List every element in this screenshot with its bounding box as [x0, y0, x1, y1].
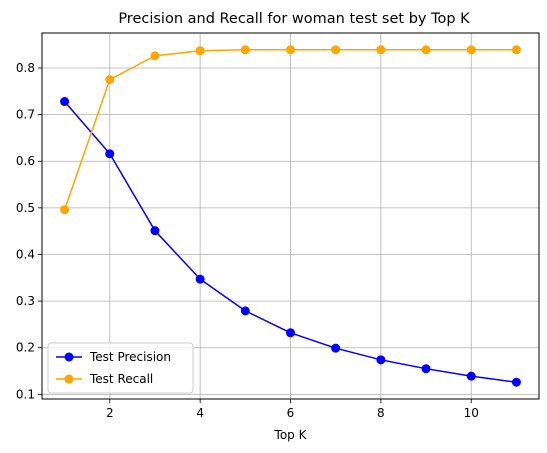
chart-title: Precision and Recall for woman test set … — [118, 11, 470, 27]
series-1 — [60, 45, 521, 215]
data-point — [60, 205, 70, 215]
y-tick-label: 0.2 — [16, 341, 35, 355]
x-tick-label: 8 — [377, 406, 385, 420]
legend-item: Test Recall — [56, 372, 153, 386]
data-point — [195, 274, 205, 284]
series-0 — [60, 97, 521, 387]
legend-label: Test Recall — [89, 372, 153, 386]
y-tick-label: 0.5 — [16, 201, 35, 215]
legend-marker — [64, 352, 74, 362]
data-point — [150, 51, 160, 61]
data-point — [150, 226, 160, 236]
legend: Test Precision Test Recall — [47, 342, 194, 394]
data-point — [105, 149, 115, 159]
legend-label: Test Precision — [89, 350, 171, 364]
data-point — [195, 46, 205, 56]
data-point — [105, 75, 115, 85]
y-tick-label: 0.4 — [16, 247, 35, 261]
data-point — [511, 377, 521, 387]
y-tick-label: 0.6 — [16, 154, 35, 168]
x-tick-label: 10 — [464, 406, 479, 420]
data-point — [286, 45, 295, 55]
data-point — [466, 371, 476, 381]
x-axis-label: Top K — [274, 428, 308, 442]
data-point — [421, 364, 431, 374]
legend-box — [47, 342, 194, 394]
data-point — [421, 45, 431, 55]
data-point — [376, 355, 386, 365]
legend-item: Test Precision — [56, 350, 171, 364]
data-point — [466, 45, 476, 55]
y-tick-label: 0.7 — [16, 108, 35, 122]
y-tick-label: 0.1 — [16, 387, 35, 401]
x-tick-label: 4 — [196, 406, 204, 420]
axis-ticks: 2 4 6 8 10 0.1 0.2 0.3 0.4 0.5 0.6 0.7 0.8 — [16, 61, 479, 420]
y-tick-label: 0.3 — [16, 294, 35, 308]
grid — [42, 33, 539, 399]
x-tick-label: 2 — [106, 406, 114, 420]
data-point — [60, 97, 70, 107]
data-point — [331, 45, 341, 55]
series-layer — [60, 45, 521, 387]
data-point — [511, 45, 521, 55]
y-tick-label: 0.8 — [16, 61, 35, 75]
data-point — [240, 45, 250, 55]
data-point — [331, 343, 341, 353]
x-tick-label: 6 — [287, 406, 295, 420]
data-point — [376, 45, 386, 55]
legend-marker — [64, 374, 74, 384]
data-point — [240, 306, 250, 316]
data-point — [286, 328, 295, 338]
